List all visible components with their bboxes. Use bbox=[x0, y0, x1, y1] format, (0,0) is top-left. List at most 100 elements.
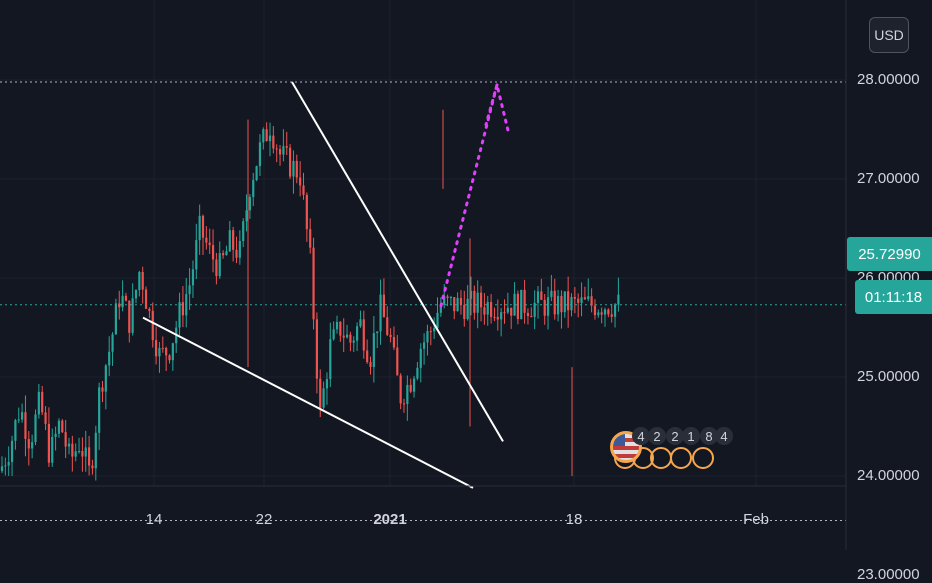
candle-body bbox=[332, 329, 335, 340]
event-marker[interactable] bbox=[670, 447, 692, 469]
candle-body bbox=[71, 443, 74, 457]
drawings[interactable] bbox=[142, 81, 511, 489]
candle-body bbox=[319, 378, 322, 408]
candle-body bbox=[356, 326, 359, 341]
price-tick-label: 24.00000 bbox=[857, 467, 920, 484]
candle-body bbox=[590, 296, 593, 306]
candle-body bbox=[47, 423, 50, 463]
candle-body bbox=[111, 334, 114, 352]
price-tick-label: 28.00000 bbox=[857, 71, 920, 88]
candle-body bbox=[195, 240, 198, 270]
candle-body bbox=[433, 328, 436, 332]
candle-body bbox=[583, 297, 586, 300]
last-price-tag: 25.72990 bbox=[847, 237, 932, 271]
candle-body bbox=[138, 271, 141, 291]
candle-body bbox=[222, 253, 225, 256]
event-count: 4 bbox=[715, 427, 733, 445]
candle-body bbox=[218, 253, 221, 277]
candle-body bbox=[406, 384, 409, 405]
candle-body bbox=[366, 350, 369, 363]
candle-body bbox=[77, 451, 81, 453]
candle-body bbox=[191, 269, 195, 286]
candle-body bbox=[155, 340, 158, 357]
candle-body bbox=[208, 242, 211, 246]
candle-body bbox=[389, 334, 392, 338]
candle-body bbox=[108, 351, 111, 366]
candle-body bbox=[416, 367, 419, 379]
price-tick-label: 23.00000 bbox=[857, 566, 920, 583]
candle-body bbox=[31, 442, 34, 449]
candle-body bbox=[439, 304, 442, 313]
event-count: 2 bbox=[648, 427, 666, 445]
candle-body bbox=[379, 294, 382, 332]
candle-body bbox=[27, 438, 30, 449]
candle-body bbox=[533, 302, 536, 317]
economic-events[interactable]: 4 2 2 1 8 4 bbox=[608, 425, 733, 485]
candle-body bbox=[289, 147, 292, 177]
candle-body bbox=[493, 316, 496, 318]
candle-body bbox=[550, 290, 553, 298]
candle-body bbox=[118, 303, 121, 308]
candle-body bbox=[98, 387, 101, 433]
candle-body bbox=[232, 230, 235, 250]
price-chart[interactable] bbox=[0, 0, 932, 550]
candle-body bbox=[543, 299, 546, 316]
candle-body bbox=[272, 135, 275, 149]
event-count: 4 bbox=[632, 427, 650, 445]
candle-body bbox=[4, 465, 7, 467]
candle-body bbox=[37, 391, 40, 415]
candle-body bbox=[362, 319, 365, 351]
candle-body bbox=[449, 297, 452, 299]
projection-arrow-head bbox=[484, 83, 499, 127]
candle-body bbox=[295, 160, 298, 178]
candle-body bbox=[570, 296, 573, 311]
candle-body bbox=[275, 148, 278, 150]
candle-body bbox=[466, 298, 469, 320]
candle-body bbox=[523, 289, 526, 313]
candle-body bbox=[211, 245, 215, 260]
candle-body bbox=[141, 271, 144, 290]
candle-body bbox=[322, 388, 325, 408]
candle-body bbox=[325, 379, 329, 389]
candle-body bbox=[228, 230, 231, 252]
candle-body bbox=[536, 291, 540, 303]
candle-body bbox=[352, 340, 355, 343]
candle-body bbox=[510, 307, 513, 316]
candle-body bbox=[188, 285, 191, 295]
candle-body bbox=[10, 440, 14, 463]
candle-body bbox=[503, 312, 506, 314]
candle-body bbox=[74, 451, 77, 457]
candle-body bbox=[369, 362, 372, 367]
candle-body bbox=[479, 292, 483, 308]
candle-body bbox=[577, 298, 580, 303]
candle-body bbox=[302, 185, 305, 195]
candle-body bbox=[265, 129, 268, 142]
event-marker[interactable] bbox=[650, 447, 672, 469]
candle-body bbox=[121, 295, 124, 308]
candle-body bbox=[593, 305, 597, 316]
candle-body bbox=[128, 300, 131, 333]
candle-body bbox=[88, 447, 91, 466]
candle-body bbox=[456, 298, 459, 312]
candle-body bbox=[309, 229, 312, 248]
candle-body bbox=[282, 146, 285, 155]
candle-body bbox=[483, 307, 486, 315]
candle-body bbox=[238, 240, 241, 258]
candle-body bbox=[453, 297, 456, 312]
candle-body bbox=[617, 294, 620, 305]
candle-body bbox=[513, 293, 516, 316]
candle-body bbox=[262, 129, 265, 143]
event-count: 2 bbox=[666, 427, 684, 445]
candle-body bbox=[312, 247, 315, 320]
candle-body bbox=[500, 312, 503, 320]
candle-body bbox=[423, 342, 426, 349]
candle-body bbox=[81, 451, 84, 457]
candle-body bbox=[131, 298, 134, 333]
price-tick-label: 27.00000 bbox=[857, 170, 920, 187]
candle-body bbox=[0, 466, 4, 472]
event-marker[interactable] bbox=[692, 447, 714, 469]
currency-button[interactable]: USD bbox=[869, 17, 909, 53]
candle-body bbox=[603, 309, 607, 315]
candle-body bbox=[469, 290, 473, 299]
candle-body bbox=[506, 307, 509, 313]
